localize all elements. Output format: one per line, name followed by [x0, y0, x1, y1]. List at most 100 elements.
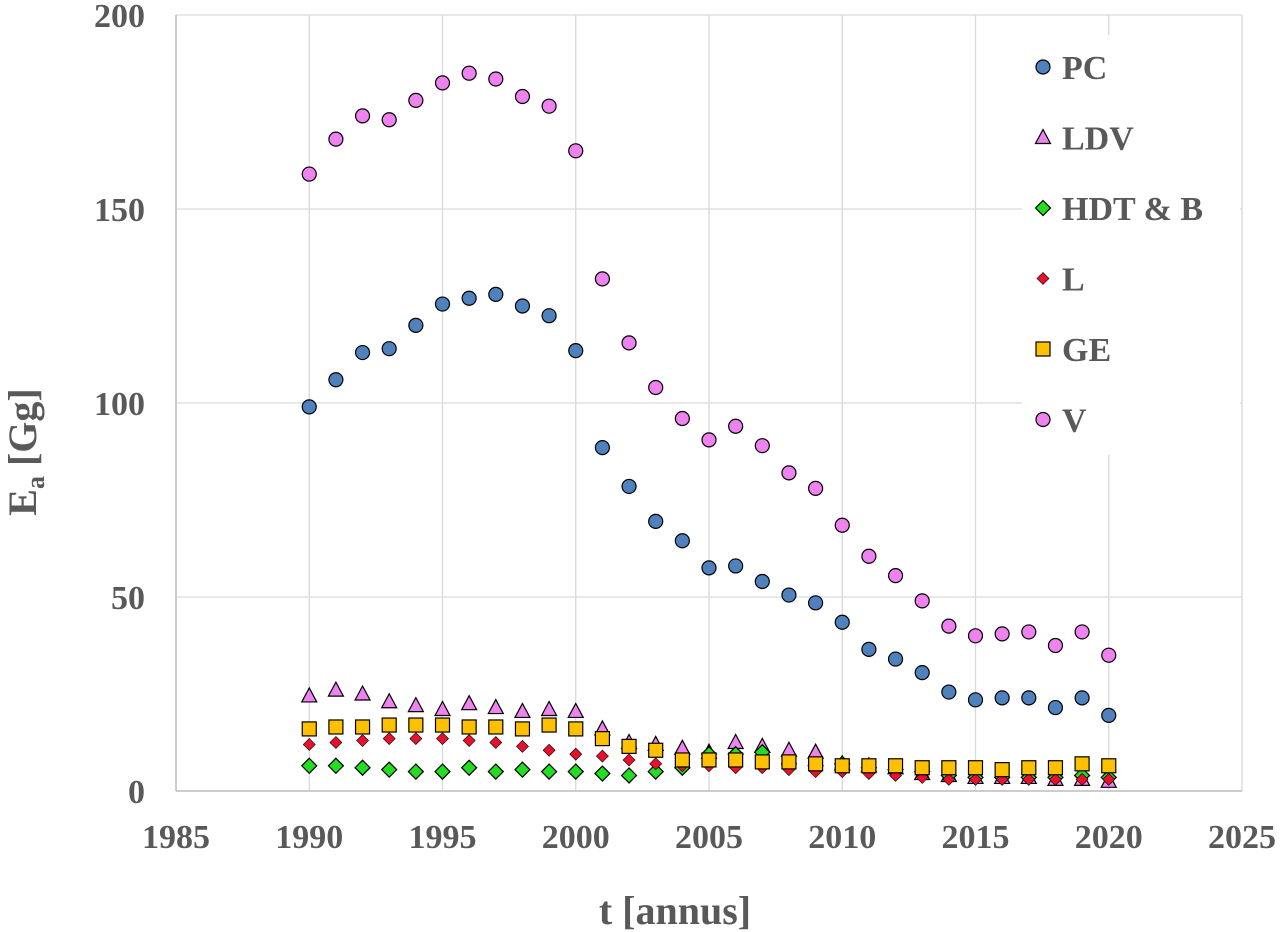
- point-v: [1021, 624, 1037, 640]
- point-ge: [807, 756, 824, 772]
- x-tick-label: 2005: [675, 819, 743, 856]
- legend-item-l: L: [1036, 262, 1085, 299]
- point-hdt-b: [434, 763, 451, 780]
- point-ge: [1047, 760, 1064, 776]
- point-v: [648, 379, 664, 396]
- point-l: [542, 743, 556, 757]
- point-v: [488, 71, 504, 87]
- point-ge: [754, 754, 770, 770]
- point-ldv: [567, 702, 585, 719]
- y-axis-title: Ea [Gg]: [0, 388, 50, 515]
- x-tick-label: 2020: [1075, 819, 1143, 856]
- point-v: [1101, 647, 1117, 663]
- legend-item-ldv: LDV: [1034, 121, 1134, 158]
- point-ldv: [780, 740, 798, 757]
- point-pc: [541, 308, 557, 324]
- y-axis-title-main: E: [0, 489, 45, 516]
- point-pc: [354, 344, 371, 361]
- point-ge: [434, 717, 451, 733]
- legend-label-ge: GE: [1062, 332, 1111, 369]
- point-l: [569, 747, 583, 761]
- point-v: [354, 108, 371, 124]
- point-hdt-b: [460, 759, 478, 777]
- legend-label-ldv: LDV: [1062, 121, 1134, 158]
- point-ge: [541, 717, 557, 733]
- x-tick-label: 2010: [808, 819, 876, 856]
- point-v: [461, 65, 477, 81]
- point-v: [728, 418, 744, 434]
- point-l: [942, 772, 956, 786]
- series-v: [301, 65, 1117, 663]
- point-ge: [1101, 758, 1117, 774]
- legend-marker-l: [1036, 272, 1050, 285]
- point-ge: [994, 762, 1010, 778]
- point-pc: [328, 372, 344, 388]
- point-ge: [1021, 760, 1037, 776]
- x-tick-label: 2025: [1208, 819, 1276, 856]
- point-ge: [967, 760, 984, 776]
- point-ge: [701, 752, 717, 768]
- legend-marker-pc: [1035, 59, 1051, 75]
- point-v: [914, 593, 930, 609]
- y-tick-label: 50: [111, 580, 145, 617]
- point-ldv: [540, 700, 558, 717]
- legend-marker-ge: [1035, 341, 1051, 357]
- point-ldv: [673, 739, 691, 755]
- point-l: [356, 734, 369, 747]
- legend-item-hdt-b: HDT & B: [1034, 191, 1203, 228]
- point-hdt-b: [380, 761, 398, 779]
- point-pc: [754, 573, 770, 590]
- point-ge: [354, 719, 371, 735]
- point-pc: [861, 641, 877, 657]
- legend-label-hdt-b: HDT & B: [1062, 191, 1203, 228]
- legend-marker-ldv: [1034, 128, 1052, 145]
- point-ge: [301, 721, 317, 737]
- legend-label-l: L: [1062, 262, 1085, 299]
- point-ge: [594, 731, 611, 747]
- legend-marker-hdt-b: [1034, 199, 1052, 217]
- point-v: [701, 432, 717, 448]
- point-l: [1022, 772, 1036, 786]
- marks-layer: [300, 65, 1118, 788]
- point-ge: [941, 760, 957, 776]
- point-v: [408, 92, 424, 108]
- point-v: [941, 618, 957, 634]
- point-ge: [834, 758, 850, 774]
- point-ldv: [327, 680, 345, 697]
- point-v: [807, 480, 824, 496]
- point-pc: [301, 399, 317, 415]
- point-pc: [701, 560, 717, 576]
- point-pc: [594, 440, 611, 456]
- point-l: [302, 738, 316, 751]
- point-ge: [781, 754, 797, 770]
- x-tick-label: 2000: [542, 819, 610, 856]
- point-pc: [488, 286, 504, 302]
- point-v: [887, 568, 904, 584]
- point-l: [516, 739, 529, 753]
- point-pc: [728, 558, 744, 574]
- point-hdt-b: [567, 763, 585, 780]
- point-v: [674, 410, 690, 427]
- point-pc: [941, 684, 957, 700]
- point-ge: [728, 752, 744, 768]
- point-pc: [648, 513, 664, 529]
- legend-background: [1022, 35, 1240, 455]
- point-pc: [914, 665, 930, 681]
- legend-item-v: V: [1035, 403, 1087, 440]
- point-l: [622, 753, 636, 767]
- point-ge: [328, 719, 344, 735]
- point-ge: [568, 721, 584, 737]
- point-pc: [967, 692, 984, 708]
- y-tick-label: 150: [94, 192, 145, 229]
- point-v: [781, 465, 797, 481]
- legend: PC LDV HDT & B L GE V: [1022, 35, 1240, 455]
- point-pc: [408, 317, 424, 333]
- series-ge: [301, 717, 1117, 778]
- point-ge: [461, 719, 477, 735]
- y-axis-title-subscript: a: [21, 476, 50, 489]
- point-hdt-b: [594, 765, 611, 782]
- point-pc: [1074, 690, 1090, 706]
- point-v: [1047, 637, 1064, 654]
- point-pc: [781, 587, 797, 603]
- point-ldv: [433, 700, 452, 717]
